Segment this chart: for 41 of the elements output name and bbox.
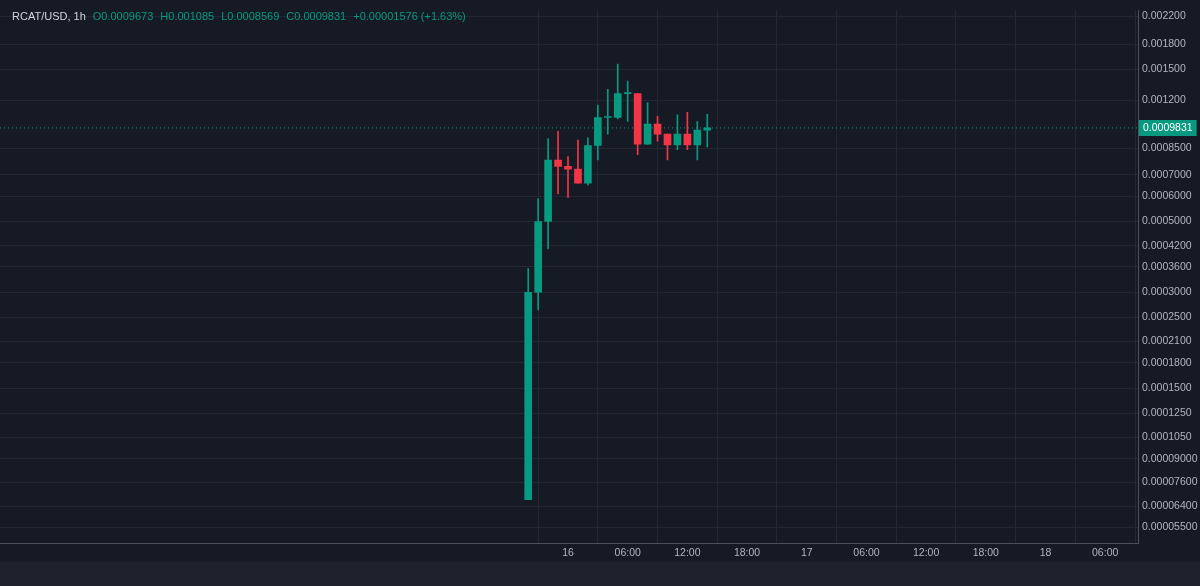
x-tick-label: 18 xyxy=(1039,546,1052,559)
y-tick-label: 0.0001800 xyxy=(1142,355,1192,368)
x-tick-label: 18:00 xyxy=(733,546,761,559)
y-tick-label: 0.0004200 xyxy=(1142,238,1192,251)
annotation: O0.0009673 xyxy=(92,10,154,23)
y-tick-label: 0.0005000 xyxy=(1142,214,1192,227)
candlestick xyxy=(603,88,612,135)
y-tick-label: 0.0001500 xyxy=(1142,381,1192,394)
y-tick-label: 0.0007000 xyxy=(1142,167,1192,180)
x-tick-label: 12:00 xyxy=(912,546,940,559)
y-tick-label: 0.0001050 xyxy=(1142,430,1192,443)
x-tick-label: 06:00 xyxy=(614,546,641,559)
y-tick-label: 0.0008500 xyxy=(1142,140,1192,153)
x-tick-label: 06:00 xyxy=(853,546,880,559)
annotation: H0.001085 xyxy=(160,10,215,23)
annotation: L0.0008569 xyxy=(221,10,280,23)
y-tick-label: 0.00009000 xyxy=(1142,451,1198,464)
x-tick-label: 17 xyxy=(800,546,813,559)
y-tick-label: 0.002200 xyxy=(1142,9,1186,22)
y-tick-label: 0.0002500 xyxy=(1142,310,1192,323)
annotation: +0.00001576 (+1.63%) xyxy=(353,10,466,23)
y-tick-label: 0.0003000 xyxy=(1142,285,1192,298)
ref-line-label: 0.0009831 xyxy=(1143,121,1193,134)
candlestick xyxy=(554,130,562,195)
x-tick-label: 18:00 xyxy=(972,546,1000,559)
y-tick-label: 0.00007600 xyxy=(1142,475,1198,488)
y-tick-label: 0.0003600 xyxy=(1142,259,1192,272)
y-tick-label: 0.001200 xyxy=(1142,93,1186,106)
y-tick-label: 0.00005500 xyxy=(1142,519,1198,532)
y-tick-label: 0.00006400 xyxy=(1142,498,1198,511)
y-tick-label: 0.0002100 xyxy=(1142,334,1192,347)
candlestick xyxy=(623,80,632,122)
y-tick-label: 0.0006000 xyxy=(1142,189,1192,202)
y-tick-label: 0.001500 xyxy=(1142,62,1186,75)
y-tick-label: 0.0001250 xyxy=(1142,406,1192,419)
x-tick-label: 16 xyxy=(562,546,574,559)
annotation: C0.0009831 xyxy=(286,10,347,23)
chart-title: RCAT/USD, 1h xyxy=(12,10,86,23)
y-tick-label: 0.001800 xyxy=(1142,37,1186,50)
x-tick-label: 12:00 xyxy=(674,546,701,559)
x-tick-label: 06:00 xyxy=(1092,546,1119,559)
